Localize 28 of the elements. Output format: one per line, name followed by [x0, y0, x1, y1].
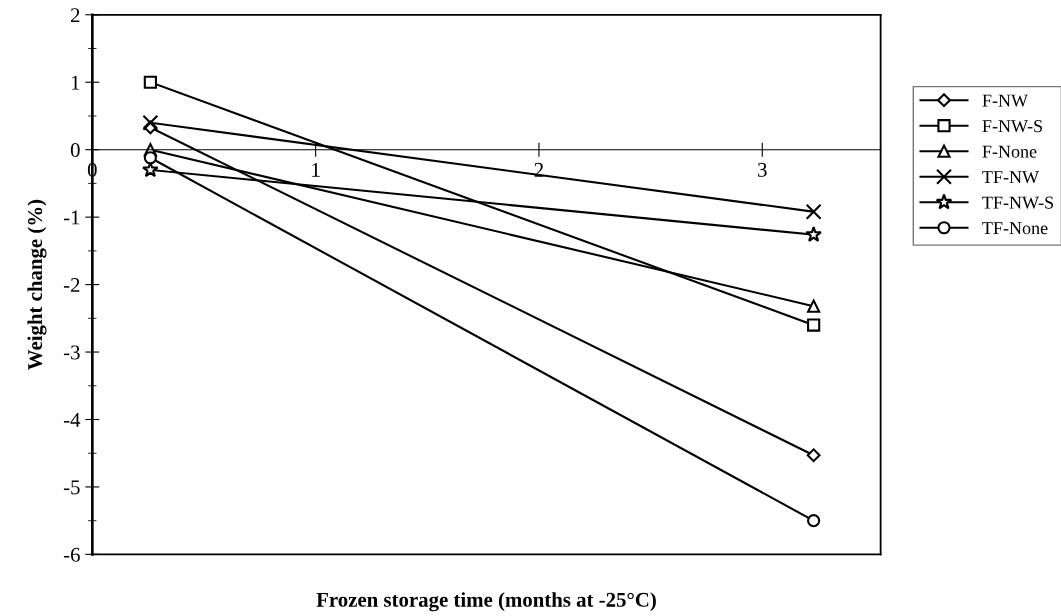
legend-label: F-None	[982, 145, 1037, 158]
y-tick-label: 2	[71, 8, 80, 23]
legend-label: F-NW-S	[982, 120, 1042, 133]
point	[805, 226, 822, 242]
y-tick-label: -3	[63, 345, 80, 360]
legend-label: TF-NW-S	[982, 196, 1054, 209]
y-axis-title: Weight change (%)	[27, 199, 47, 370]
y-tick-label: 1	[71, 75, 80, 90]
point	[143, 151, 157, 165]
y-tick-label: -6	[63, 547, 80, 562]
point	[142, 114, 159, 131]
point	[807, 318, 821, 332]
point	[806, 448, 821, 463]
y-tick-label: 0	[70, 143, 80, 158]
x-tick-label: 3	[758, 162, 767, 177]
y-tick-label: -4	[63, 413, 81, 427]
legend-label: TF-None	[982, 222, 1048, 235]
x-tick-label: 1	[312, 162, 320, 177]
point	[143, 75, 157, 89]
legend-label: TF-NW	[982, 171, 1040, 184]
legend-label: F-NW	[982, 94, 1029, 107]
point	[807, 299, 821, 313]
y-tick-label: -5	[63, 480, 80, 495]
y-tick-label: -1	[63, 210, 80, 225]
y-tick-label: -2	[63, 278, 80, 292]
point	[807, 514, 821, 528]
point	[805, 203, 822, 220]
x-axis-title: Frozen storage time (months at -25°C)	[316, 592, 656, 612]
